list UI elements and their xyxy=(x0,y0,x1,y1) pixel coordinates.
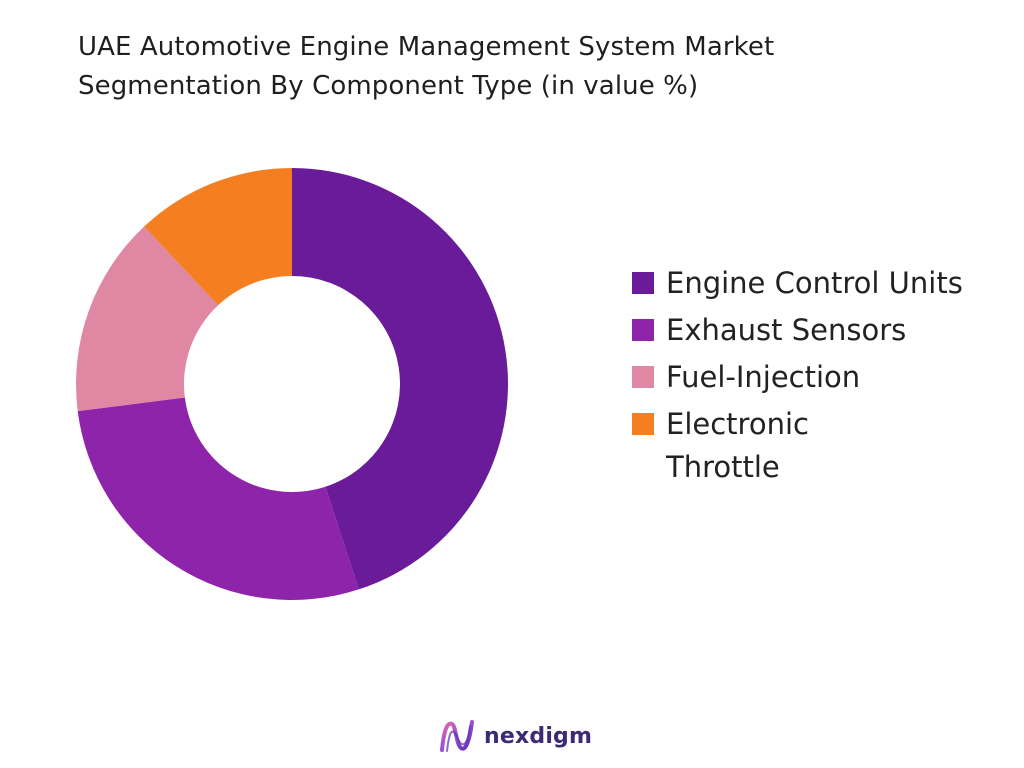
legend-swatch xyxy=(632,272,654,294)
brand-name: nexdigm xyxy=(484,723,593,749)
legend-item-fuel-injection: Fuel-Injection xyxy=(632,356,1017,399)
legend-item-electronic-throttle: Electronic Throttle xyxy=(632,403,1017,489)
legend-item-exhaust-sensors: Exhaust Sensors xyxy=(632,309,1017,352)
donut-slice-exhaust-sensors xyxy=(77,397,359,601)
legend-swatch xyxy=(632,366,654,388)
nexdigm-logo-icon xyxy=(440,720,474,752)
chart-legend: Engine Control Units Exhaust Sensors Fue… xyxy=(632,262,1017,493)
donut-slice-electronic-throttle xyxy=(144,168,292,306)
legend-label: Engine Control Units xyxy=(666,266,963,300)
legend-item-engine-control-units: Engine Control Units xyxy=(632,262,1017,305)
donut-slice-fuel-injection xyxy=(76,226,219,412)
donut-slice-engine-control-units xyxy=(292,168,509,590)
legend-label: Electronic Throttle xyxy=(666,407,809,484)
legend-label: Fuel-Injection xyxy=(666,360,861,394)
chart-title: UAE Automotive Engine Management System … xyxy=(78,28,978,106)
chart-title-line-2: Segmentation By Component Type (in value… xyxy=(78,71,699,101)
brand-logo: nexdigm xyxy=(438,716,592,756)
chart-title-line-1: UAE Automotive Engine Management System … xyxy=(78,32,775,62)
legend-swatch xyxy=(632,413,654,435)
legend-label: Exhaust Sensors xyxy=(666,313,907,347)
legend-swatch xyxy=(632,319,654,341)
